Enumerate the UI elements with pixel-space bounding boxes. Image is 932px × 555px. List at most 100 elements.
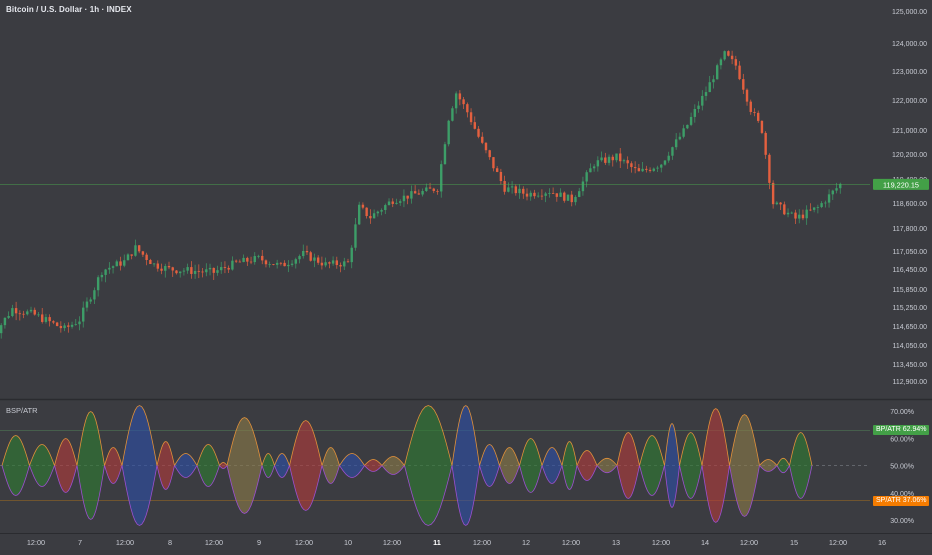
sp-line-segment	[679, 465, 703, 499]
candle-body	[309, 252, 312, 261]
candle-body	[343, 261, 346, 267]
candle-body	[395, 202, 398, 204]
candle-body	[708, 82, 711, 93]
candle-body	[682, 128, 685, 137]
indicator-lobe	[597, 458, 617, 473]
candle-body	[93, 290, 96, 300]
candle-body	[201, 271, 204, 273]
candle-body	[402, 195, 406, 202]
candle-body	[604, 157, 607, 163]
bp-line-segment	[759, 459, 778, 466]
bp-line-segment	[639, 435, 665, 466]
bp-line-segment	[776, 457, 790, 466]
indicator-lobe	[729, 414, 760, 517]
candle-body	[115, 261, 118, 267]
candle-body	[417, 193, 421, 195]
candle-body	[108, 267, 111, 270]
candle-body	[387, 201, 391, 206]
indicator-lobe	[639, 435, 665, 496]
indicator-lobe	[289, 420, 322, 511]
candle-body	[600, 157, 603, 161]
candle-body	[578, 191, 581, 197]
candle-body	[134, 245, 137, 256]
sp-line-segment	[29, 465, 55, 487]
candle-body	[48, 317, 51, 322]
candle-body	[570, 194, 573, 203]
time-tick-label: 12:00	[27, 538, 45, 547]
candle-body	[55, 322, 59, 327]
sp-line-segment	[76, 465, 105, 520]
indicator-lobe	[227, 417, 262, 514]
time-tick-label: 7	[78, 538, 82, 547]
candle-body	[507, 187, 510, 192]
candle-body	[216, 270, 219, 273]
candle-body	[633, 167, 637, 169]
time-tick-label: 15	[790, 538, 798, 547]
indicator-lobe	[702, 408, 730, 523]
candle-body	[779, 202, 782, 205]
candle-body	[119, 261, 122, 266]
candle-body	[104, 269, 107, 275]
bp-atr-value: 62.94%	[902, 426, 927, 433]
indicator-lobe	[759, 459, 777, 472]
candle-body	[734, 59, 738, 66]
candle-body	[715, 65, 719, 80]
sp-atr-label: SP/ATR	[876, 497, 901, 504]
candle-body	[440, 164, 443, 192]
candle-body	[152, 263, 156, 265]
candle-body	[186, 267, 189, 271]
candle-body	[331, 260, 335, 264]
sp-line-segment	[616, 465, 640, 499]
sp-line-segment	[1, 465, 30, 496]
indicator-lobe	[364, 459, 382, 472]
time-tick-label: 12:00	[562, 538, 580, 547]
bp-line-segment	[104, 447, 123, 466]
bp-line-segment	[1, 435, 30, 466]
candle-body	[3, 317, 7, 326]
time-tick-label: 10	[344, 538, 352, 547]
indicator-lobe	[197, 444, 220, 487]
candle-body	[372, 213, 376, 219]
candle-body	[641, 168, 644, 172]
bp-line-segment	[576, 450, 598, 466]
candle-body	[783, 204, 786, 215]
candle-body	[350, 247, 353, 263]
candle-body	[428, 187, 432, 189]
candle-body	[730, 55, 734, 60]
candle-body	[592, 166, 596, 169]
candle-body	[63, 325, 66, 329]
indicator-lobe	[274, 453, 290, 478]
candle-body	[790, 212, 793, 214]
indicator-lobe	[562, 441, 577, 490]
time-tick-label: 9	[257, 538, 261, 547]
bp-line-segment	[339, 453, 365, 466]
bp-line-segment	[261, 453, 275, 466]
indicator-lobe	[54, 438, 77, 493]
candle-body	[462, 99, 465, 105]
candle-body	[775, 202, 779, 205]
candle-body	[339, 265, 342, 267]
candle-body	[410, 191, 413, 199]
bp-line-segment	[561, 441, 578, 466]
candle-body	[272, 264, 275, 265]
candle-body	[313, 257, 316, 261]
bp-line-segment	[596, 457, 618, 466]
sp-line-segment	[274, 465, 290, 478]
candle-body	[701, 95, 704, 106]
candle-body	[760, 120, 764, 133]
candle-body	[611, 156, 614, 161]
candle-body	[727, 51, 730, 56]
time-tick-label: 8	[168, 538, 172, 547]
candle-body	[723, 51, 726, 60]
indicator-tick-label: 40.00%	[890, 491, 914, 498]
bp-line-segment	[541, 447, 563, 466]
candle-body	[242, 257, 245, 263]
sp-line-segment	[339, 465, 365, 478]
candle-body	[78, 321, 81, 325]
indicator-lobe	[322, 447, 340, 484]
candle-body	[287, 264, 290, 267]
candle-body	[458, 93, 462, 100]
indicator-lobe	[339, 453, 365, 478]
